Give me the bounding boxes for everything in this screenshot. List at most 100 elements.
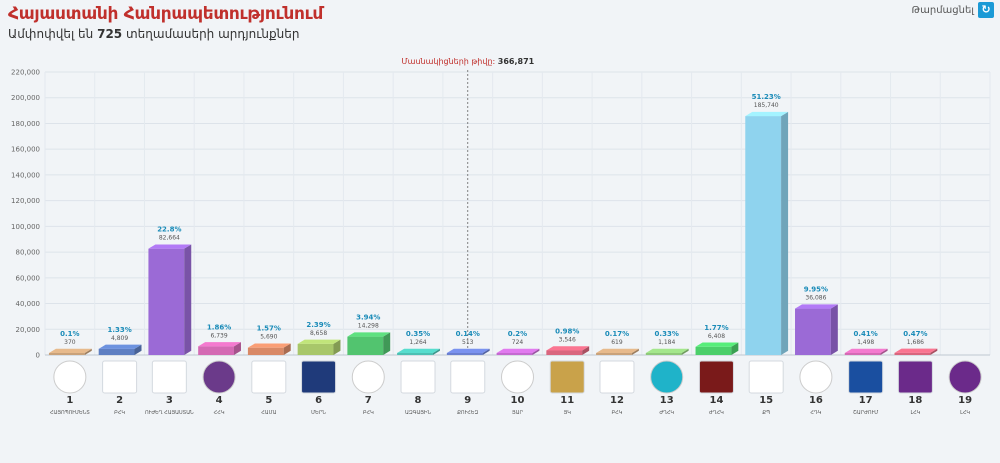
bar-value-label: 370 — [64, 339, 76, 346]
party-logo-icon — [53, 360, 87, 394]
bar-percent-label: 1.86% — [207, 323, 231, 331]
bar-top — [795, 304, 838, 309]
bar-front — [546, 350, 583, 355]
bars: 0.1%3701.33%4,80922.8%82,6641.86%6,7391.… — [48, 93, 938, 355]
party-logo-icon — [650, 360, 684, 394]
bar-percent-label: 0.2% — [508, 330, 527, 338]
bar-top — [48, 348, 92, 353]
subtitle-count: 725 — [97, 27, 123, 41]
party-number: 5 — [265, 395, 272, 406]
party-name: ՈՒԺԵՂ ՀԱՅԱՍՏԱՆ — [145, 410, 194, 416]
bar-value-label: 4,809 — [111, 335, 128, 342]
bar-side — [84, 348, 92, 355]
party-name: ՇԱՐԺՈՒՄ — [853, 410, 878, 416]
subtitle-suffix: տեղամասերի արդյունքներ — [125, 27, 300, 41]
party-3: 3 ՈՒԺԵՂ ՀԱՅԱՍՏԱՆ — [145, 360, 194, 416]
bar-value-label: 1,498 — [857, 339, 874, 346]
bar-side — [930, 348, 938, 355]
bar-top — [297, 339, 341, 344]
y-tick-label: 180,000 — [11, 120, 40, 128]
bar-top — [347, 332, 391, 337]
page-subtitle: Ամփոփվել են 725 տեղամասերի արդյունքներ — [8, 27, 300, 41]
bar-front — [48, 353, 85, 355]
bar-front — [198, 346, 234, 355]
bar-value-label: 513 — [462, 339, 474, 346]
bar-value-label: 3,546 — [559, 336, 576, 343]
party-number: 14 — [709, 395, 723, 406]
bar-top — [198, 342, 241, 347]
y-tick-label: 20,000 — [16, 326, 41, 334]
party-name: ԲՀԿ — [612, 410, 623, 416]
bar-side — [383, 332, 391, 355]
turnout-label-text: Մասնակիցների թիվը: — [401, 57, 497, 66]
party-name: ԱԶԳԱՅԻՆ — [405, 410, 431, 416]
bar-percent-label: 1.57% — [257, 325, 281, 333]
bar-front — [297, 343, 334, 355]
party-6: 6 ՄԵՐՆ — [301, 360, 337, 416]
party-18: 18 ԼՀԿ — [897, 360, 933, 416]
bar-front — [347, 336, 384, 355]
y-tick-label: 220,000 — [11, 69, 40, 77]
bar-percent-label: 0.47% — [903, 330, 927, 338]
party-logo-icon — [799, 360, 833, 394]
bar-8: 0.35%1,264 — [397, 330, 440, 355]
bar-13: 0.33%1,184 — [645, 330, 689, 355]
bar-percent-label: 2.39% — [306, 321, 330, 329]
bar-front — [645, 353, 682, 355]
bar-12: 0.17%619 — [596, 330, 639, 355]
bar-top — [844, 348, 888, 353]
y-tick-label: 160,000 — [11, 146, 40, 154]
bar-value-label: 619 — [611, 339, 623, 346]
bar-5: 1.57%5,690 — [247, 325, 291, 355]
party-name: ԺՂՀԿ — [709, 410, 724, 416]
party-logo-icon — [351, 360, 385, 394]
party-name: ԲՀԿ — [114, 410, 125, 416]
party-name: ՅԿ — [564, 410, 572, 416]
party-number: 15 — [759, 395, 773, 406]
y-tick-label: 100,000 — [11, 223, 40, 231]
bar-value-label: 82,664 — [159, 235, 180, 242]
bar-top — [894, 348, 938, 353]
party-5: 5 ՀԱՄԱ — [251, 360, 287, 416]
results-chart: 0 20,000 40,000 60,000 80,000 100,000 120,000 1… — [11, 57, 991, 416]
party-15: 15 ՔՊ — [748, 360, 784, 416]
refresh-icon: ↻ — [978, 2, 994, 18]
party-1: 1 ՀԱՅՈՊՈՒՄԵՆՏ — [50, 360, 90, 416]
party-number: 4 — [216, 395, 223, 406]
party-10: 10 ՅԱՐ — [501, 360, 534, 416]
bar-top — [247, 343, 291, 348]
bar-front — [596, 353, 632, 355]
bar-14: 1.77%6,408 — [695, 324, 739, 355]
bar-side — [482, 348, 490, 355]
bar-1: 0.1%370 — [48, 330, 92, 355]
party-11: 11 ՅԿ — [549, 360, 585, 416]
bar-value-label: 6,408 — [708, 333, 725, 340]
party-name: ԼՀԿ — [910, 410, 920, 416]
party-logo-icon — [848, 360, 884, 394]
bar-value-label: 6,739 — [210, 332, 227, 339]
party-logos: 1 ՀԱՅՈՊՈՒՄԵՆՏ 2 ԲՀԿ 3 ՈՒԺԵՂ ՀԱՅԱՍՏԱՆ 4 ՀՀԿ 5 ՀԱՄԱ… — [50, 360, 982, 416]
party-logo-icon — [202, 360, 236, 394]
bar-side — [432, 348, 440, 355]
y-tick-label: 40,000 — [16, 300, 41, 308]
bar-percent-label: 0.33% — [655, 330, 679, 338]
bar-front — [98, 348, 135, 355]
party-number: 12 — [610, 395, 624, 406]
y-tick-label: 120,000 — [11, 197, 40, 205]
refresh-button[interactable]: Թարմացնել ↻ — [912, 2, 994, 18]
party-number: 18 — [908, 395, 922, 406]
bar-value-label: 724 — [512, 339, 524, 346]
bar-percent-label: 3.94% — [356, 314, 380, 322]
party-name: ԼՀԿ — [960, 410, 970, 416]
bar-value-label: 1,264 — [409, 339, 426, 346]
party-8: 8 ԱԶԳԱՅԻՆ — [400, 360, 436, 416]
turnout-value: 366,871 — [498, 57, 535, 66]
refresh-label: Թարմացնել — [911, 4, 974, 16]
page-title: Հայաստանի Հանրապետությունում — [8, 4, 324, 24]
bar-side — [333, 339, 341, 355]
bar-top — [397, 348, 440, 353]
party-logo-icon — [549, 360, 585, 394]
party-logo-icon — [301, 360, 337, 394]
bar-value-label: 185,740 — [754, 102, 779, 109]
bar-16: 9.95%36,086 — [795, 286, 838, 355]
